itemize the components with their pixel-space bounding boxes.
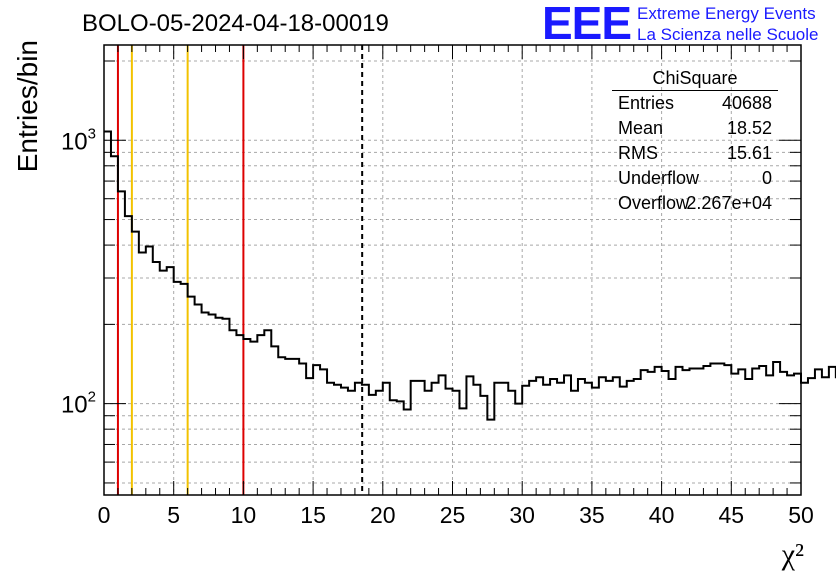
stats-key: Overflow bbox=[618, 193, 690, 213]
x-tick-label: 45 bbox=[719, 502, 745, 528]
x-tick-label: 30 bbox=[509, 502, 535, 528]
stats-value: 40688 bbox=[721, 93, 772, 113]
y-axis-label: Entries/bin bbox=[12, 40, 43, 172]
x-tick-label: 35 bbox=[579, 502, 605, 528]
stats-box: ChiSquare Entries 40688 Mean 18.52 RMS 1… bbox=[612, 66, 778, 216]
stats-key: Entries bbox=[618, 93, 675, 113]
eee-logo: EEE bbox=[542, 0, 632, 49]
stats-key: RMS bbox=[618, 143, 658, 163]
x-axis-label: χ² bbox=[781, 538, 804, 571]
stats-value: 0 bbox=[761, 168, 772, 188]
x-tick-label: 15 bbox=[300, 502, 326, 528]
stats-row: Underflow 0 bbox=[612, 166, 778, 191]
stats-value: 2.267e+04 bbox=[686, 193, 772, 213]
histogram-series bbox=[104, 130, 836, 421]
y-tick-labels: 102 103 bbox=[61, 125, 96, 418]
stats-row: RMS 15.61 bbox=[612, 141, 778, 166]
axis-ticks bbox=[103, 45, 802, 495]
plot-frame bbox=[103, 44, 802, 496]
stats-key: Mean bbox=[618, 118, 664, 138]
stats-value: 18.52 bbox=[726, 118, 772, 138]
x-tick-label: 10 bbox=[231, 502, 257, 528]
stats-value: 15.61 bbox=[726, 143, 772, 163]
x-tick-label: 0 bbox=[98, 502, 111, 528]
stats-key: Underflow bbox=[618, 168, 700, 188]
y-tick-label: 102 bbox=[61, 389, 96, 419]
grid-lines bbox=[104, 45, 801, 495]
brand-line-2: La Scienza nelle Scuole bbox=[637, 25, 819, 44]
y-tick-label: 103 bbox=[61, 125, 96, 155]
stats-title: ChiSquare bbox=[612, 66, 778, 91]
stats-row: Mean 18.52 bbox=[612, 116, 778, 141]
x-tick-label: 25 bbox=[440, 502, 466, 528]
x-tick-label: 5 bbox=[167, 502, 180, 528]
x-tick-label: 50 bbox=[788, 502, 814, 528]
stats-row: Entries 40688 bbox=[612, 91, 778, 116]
x-tick-label: 40 bbox=[649, 502, 675, 528]
x-tick-labels: 0 5 10 15 20 25 30 35 40 45 50 bbox=[98, 502, 814, 528]
chart-title: BOLO-05-2024-04-18-00019 bbox=[82, 10, 389, 37]
x-tick-label: 20 bbox=[370, 502, 396, 528]
brand-line-1: Extreme Energy Events bbox=[637, 4, 816, 23]
stats-row: Overflow 2.267e+04 bbox=[612, 191, 778, 216]
marker-lines bbox=[116, 45, 364, 495]
